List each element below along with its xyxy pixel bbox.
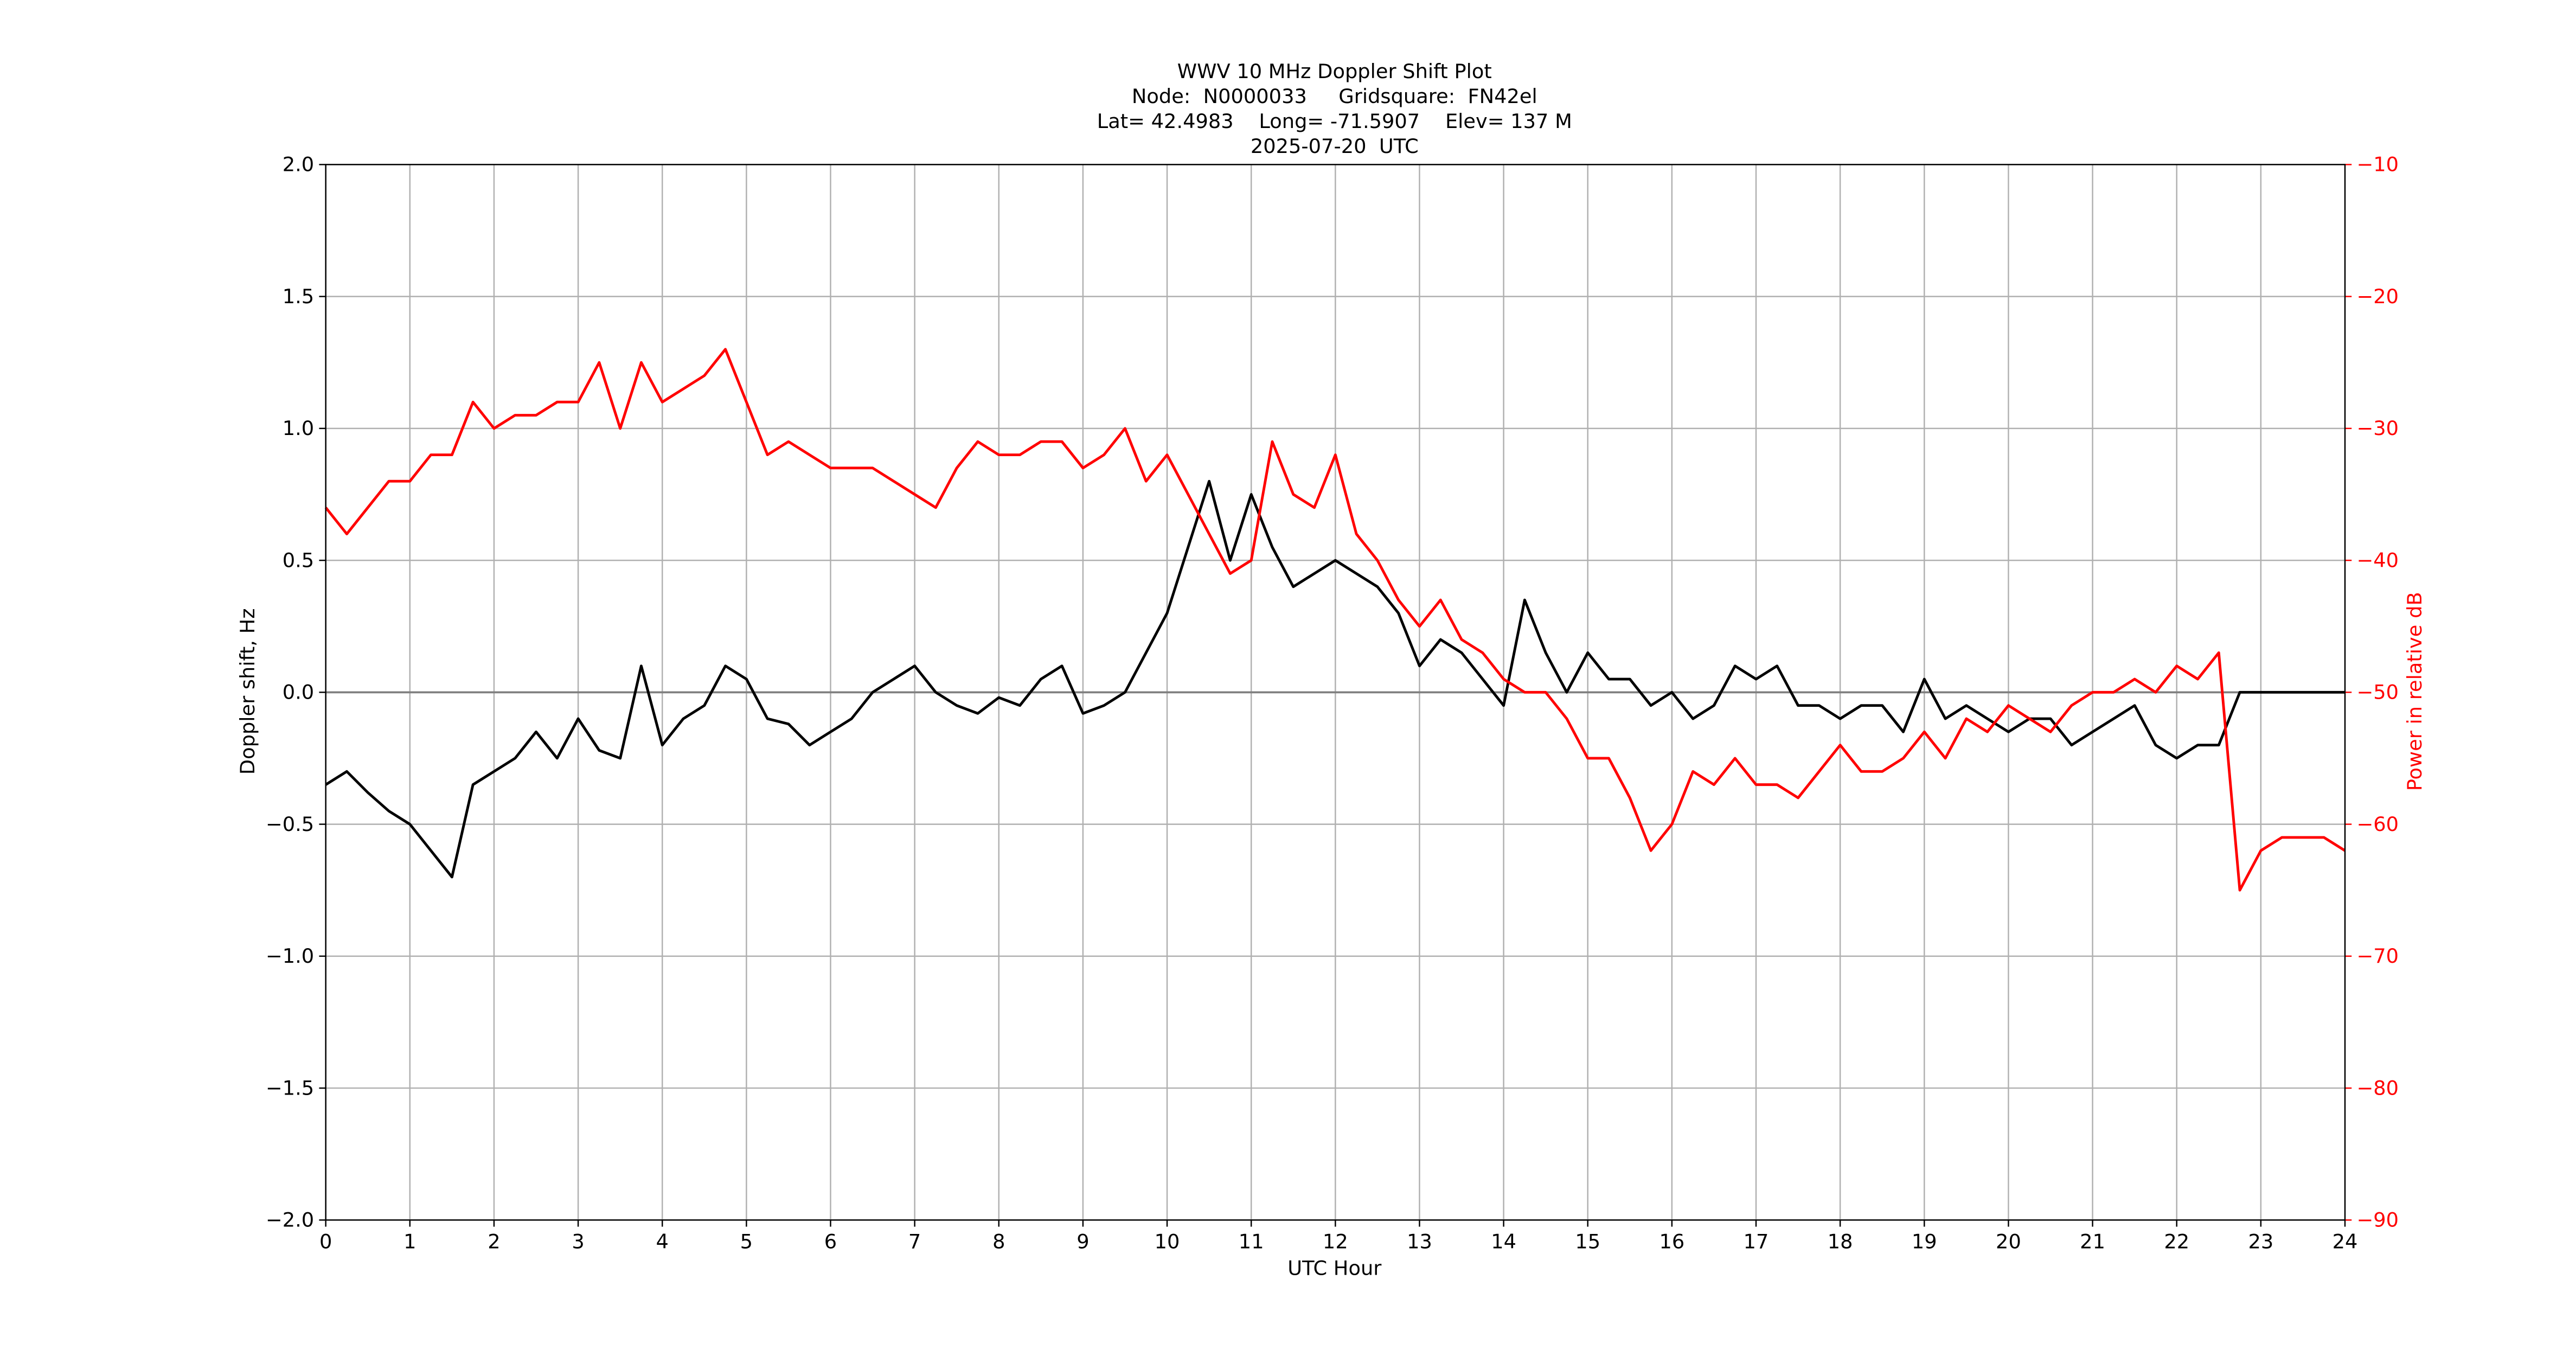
y2-tick-label: −10 <box>2356 153 2399 176</box>
x-tick-label: 19 <box>1912 1230 1937 1253</box>
plot-frame <box>325 164 2346 1221</box>
x-tick-label: 4 <box>656 1230 669 1253</box>
y2-tick-label: −20 <box>2356 285 2399 308</box>
x-axis-label: UTC Hour <box>1287 1256 1382 1280</box>
x-tick-label: 9 <box>1076 1230 1089 1253</box>
x-tick-label: 8 <box>992 1230 1005 1253</box>
y-tick-label: 2.0 <box>283 153 314 176</box>
y2-axis-label: Power in relative dB <box>2403 592 2426 791</box>
y-tick-label: 1.0 <box>283 417 314 440</box>
x-tick-label: 20 <box>1996 1230 2021 1253</box>
x-tick-label: 15 <box>1575 1230 1600 1253</box>
x-tick-label: 23 <box>2248 1230 2273 1253</box>
x-tick-label: 10 <box>1155 1230 1180 1253</box>
x-tick-label: 24 <box>2333 1230 2358 1253</box>
y2-tick-label: −30 <box>2356 417 2399 440</box>
y-tick-label: 1.5 <box>283 285 314 308</box>
y-tick-label: −0.5 <box>266 813 314 836</box>
y2-tick-label: −50 <box>2356 681 2399 704</box>
y2-tick-label: −90 <box>2356 1208 2399 1232</box>
y2-tick-label: −40 <box>2356 548 2399 572</box>
title-line: Node: N0000033 Gridsquare: FN42el <box>1132 85 1537 108</box>
x-tick-label: 2 <box>488 1230 500 1253</box>
x-tick-label: 21 <box>2080 1230 2105 1253</box>
x-tick-label: 7 <box>908 1230 921 1253</box>
y2-tick-label: −80 <box>2356 1076 2399 1099</box>
x-tick-label: 5 <box>740 1230 753 1253</box>
data-line <box>325 479 2346 879</box>
x-tick-label: 11 <box>1239 1230 1264 1253</box>
y2-tick-label: −60 <box>2356 813 2399 836</box>
x-tick-label: 16 <box>1659 1230 1684 1253</box>
y-axis-label: Doppler shift, Hz <box>236 608 259 775</box>
x-tick-label: 17 <box>1744 1230 1769 1253</box>
y2-tick-label: −70 <box>2356 944 2399 968</box>
x-tick-label: 0 <box>319 1230 332 1253</box>
x-tick-label: 12 <box>1323 1230 1348 1253</box>
x-tick-label: 6 <box>824 1230 837 1253</box>
title-line: WWV 10 MHz Doppler Shift Plot <box>1177 60 1492 83</box>
x-tick-label: 1 <box>403 1230 416 1253</box>
x-tick-label: 13 <box>1407 1230 1432 1253</box>
title-line: 2025-07-20 UTC <box>1251 135 1419 158</box>
y-tick-label: −1.5 <box>266 1076 314 1099</box>
y-tick-label: 0.5 <box>283 548 314 572</box>
y-tick-label: 0.0 <box>283 681 314 704</box>
x-tick-label: 3 <box>572 1230 584 1253</box>
x-tick-label: 14 <box>1491 1230 1516 1253</box>
x-tick-label: 22 <box>2164 1230 2189 1253</box>
y-tick-label: −2.0 <box>266 1208 314 1232</box>
data-line <box>324 348 2346 892</box>
y-tick-label: −1.0 <box>266 944 314 968</box>
title-line: Lat= 42.4983 Long= -71.5907 Elev= 137 M <box>1097 110 1572 133</box>
x-tick-label: 18 <box>1828 1230 1853 1253</box>
